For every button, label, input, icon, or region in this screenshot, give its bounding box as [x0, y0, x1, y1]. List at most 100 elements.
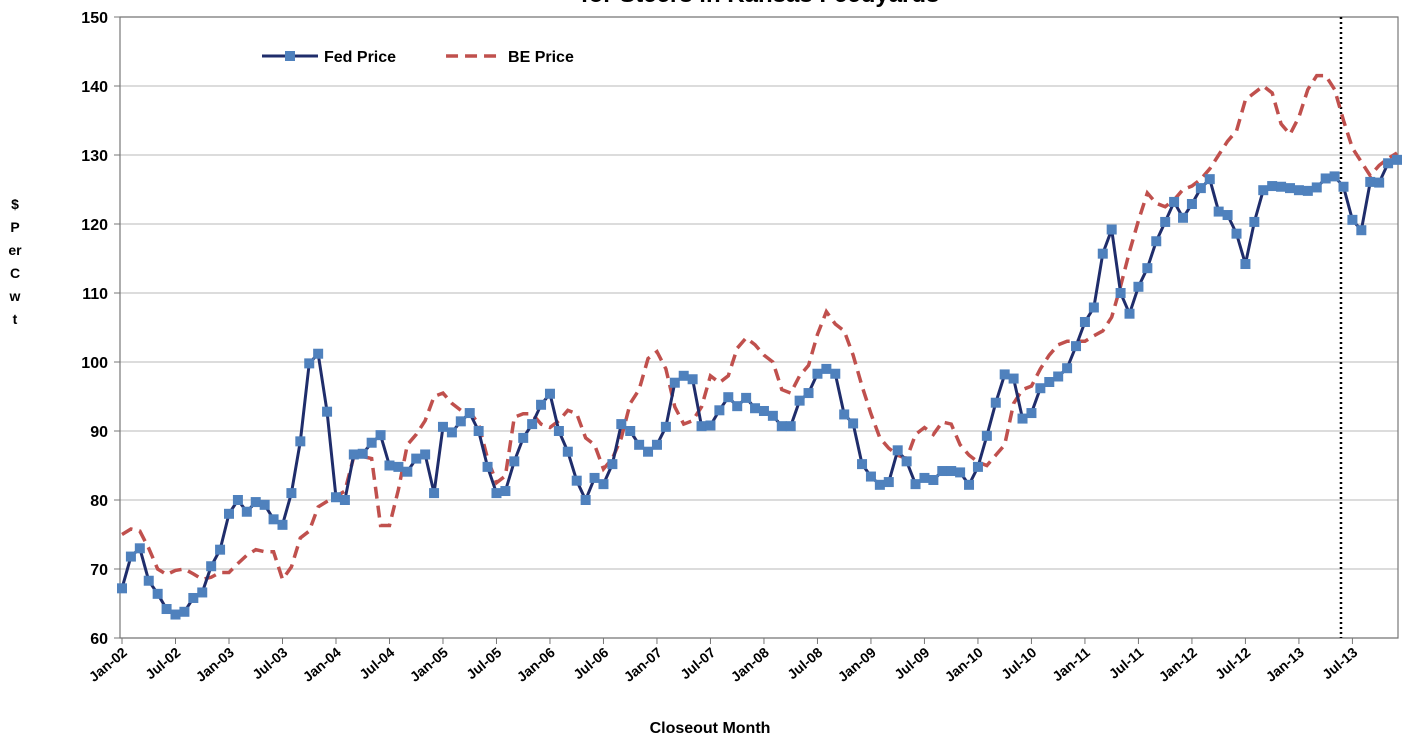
- data-marker: [455, 416, 466, 427]
- x-tick-label: Jan-08: [728, 644, 772, 685]
- x-tick-label: Jan-03: [193, 644, 237, 685]
- x-tick-label: Jan-06: [514, 644, 558, 685]
- data-marker: [607, 459, 618, 470]
- data-marker: [215, 544, 226, 555]
- data-marker: [117, 583, 127, 594]
- data-marker: [1222, 210, 1233, 221]
- data-marker: [366, 437, 377, 448]
- data-marker: [1347, 214, 1358, 225]
- data-marker: [1329, 171, 1340, 182]
- chart-title: for Steers in Kansas Feedyards: [581, 0, 940, 8]
- data-marker: [134, 543, 145, 554]
- x-tick-label: Jul-06: [570, 644, 611, 682]
- data-marker: [1213, 206, 1224, 217]
- data-marker: [571, 475, 582, 486]
- y-tick-label: 90: [90, 424, 108, 441]
- x-tick-label: Jan-07: [621, 644, 665, 685]
- x-tick-label: Jul-08: [784, 644, 825, 682]
- x-tick-label: Jan-13: [1263, 644, 1307, 685]
- data-marker: [883, 477, 894, 488]
- data-marker: [651, 439, 662, 450]
- data-marker: [625, 426, 636, 436]
- data-marker: [1249, 216, 1260, 227]
- data-marker: [687, 374, 698, 385]
- data-marker: [179, 606, 190, 617]
- data-marker: [821, 363, 832, 374]
- data-marker: [785, 421, 796, 432]
- data-marker: [223, 508, 234, 519]
- data-marker: [1071, 341, 1082, 352]
- data-marker: [696, 421, 707, 432]
- data-marker: [1178, 212, 1189, 223]
- x-tick-label: Jul-13: [1319, 644, 1360, 682]
- data-marker: [446, 427, 457, 438]
- data-marker: [393, 461, 404, 472]
- data-marker: [1035, 383, 1046, 394]
- data-marker: [304, 358, 315, 369]
- data-marker: [1293, 185, 1304, 196]
- x-tick-label: Jul-05: [463, 644, 504, 682]
- x-tick-label: Jan-11: [1049, 644, 1093, 684]
- y-tick-label: 120: [81, 217, 108, 234]
- x-tick-label: Jan-12: [1156, 644, 1200, 685]
- data-marker: [714, 405, 725, 416]
- data-marker: [1151, 236, 1162, 247]
- data-marker: [1258, 185, 1269, 196]
- data-marker: [812, 368, 823, 379]
- data-marker: [562, 446, 573, 457]
- data-marker: [250, 497, 261, 508]
- x-tick-label: Jul-09: [891, 644, 932, 682]
- data-marker: [1276, 181, 1287, 192]
- data-marker: [1267, 181, 1278, 192]
- legend-label: Fed Price: [324, 49, 396, 66]
- data-marker: [1017, 413, 1028, 424]
- x-tick-label: Jan-10: [942, 644, 986, 685]
- data-marker: [776, 421, 787, 432]
- data-marker: [1231, 228, 1242, 239]
- data-marker: [634, 439, 645, 450]
- data-marker: [313, 348, 324, 359]
- data-marker: [1186, 198, 1197, 209]
- data-marker: [946, 466, 957, 477]
- data-marker: [928, 474, 939, 485]
- data-marker: [509, 456, 520, 467]
- data-marker: [990, 397, 1001, 408]
- data-marker: [1062, 363, 1073, 374]
- data-marker: [999, 369, 1010, 380]
- data-marker: [259, 499, 270, 510]
- x-tick-label: Jul-12: [1212, 644, 1253, 682]
- x-tick-label: Jan-05: [407, 644, 451, 685]
- data-marker: [1365, 176, 1376, 187]
- data-marker: [1160, 216, 1171, 227]
- data-marker: [1106, 224, 1117, 235]
- data-marker: [910, 479, 921, 490]
- data-marker: [536, 399, 547, 410]
- data-marker: [491, 488, 502, 499]
- data-marker: [1195, 183, 1206, 194]
- data-marker: [1142, 263, 1153, 274]
- data-marker: [348, 449, 359, 460]
- data-marker: [857, 459, 868, 470]
- x-tick-label: Jul-11: [1106, 644, 1147, 682]
- data-marker: [375, 430, 386, 441]
- data-marker: [1285, 183, 1296, 194]
- data-marker: [1204, 174, 1215, 185]
- x-axis-label: Closeout Month: [650, 720, 771, 737]
- data-marker: [206, 561, 217, 572]
- data-marker: [598, 479, 609, 490]
- legend-label: BE Price: [508, 49, 574, 66]
- data-marker: [767, 410, 778, 421]
- data-marker: [830, 368, 841, 379]
- data-marker: [518, 432, 529, 443]
- data-marker: [616, 419, 627, 430]
- data-marker: [758, 405, 769, 416]
- legend-marker: [285, 51, 295, 61]
- data-marker: [723, 392, 734, 403]
- data-marker: [268, 514, 279, 525]
- y-tick-label: 150: [81, 10, 108, 27]
- data-marker: [643, 446, 654, 457]
- data-marker: [839, 409, 850, 420]
- data-marker: [901, 456, 912, 467]
- data-marker: [1374, 177, 1385, 188]
